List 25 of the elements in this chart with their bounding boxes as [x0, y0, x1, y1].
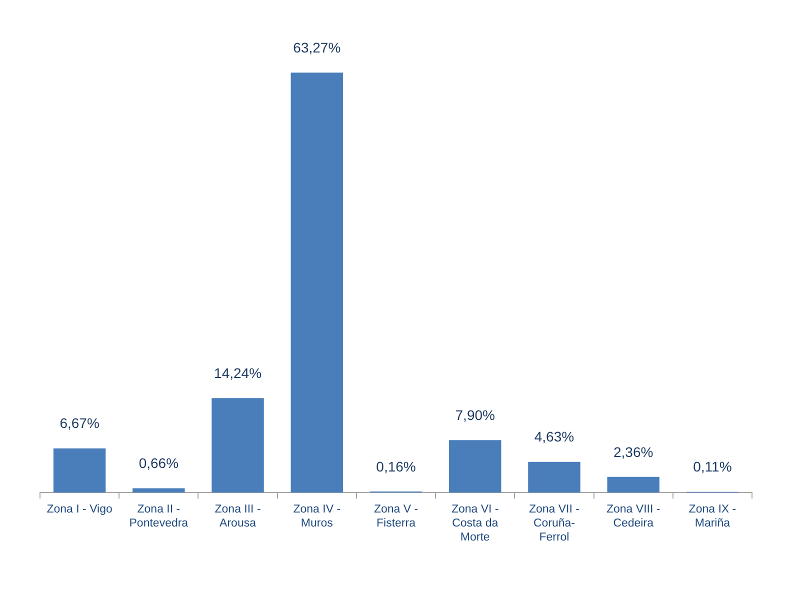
data-label: 63,27%	[293, 40, 341, 56]
bar	[212, 398, 264, 493]
x-tick-label: Zona VII - Coruña-Ferrol	[528, 504, 580, 544]
x-tick-label: Zona III - Arousa	[214, 504, 261, 530]
x-tick-label: Zona I - Vigo	[46, 504, 112, 516]
bar	[449, 440, 502, 493]
x-tick-label: Zona II - Pontevedra	[129, 504, 189, 530]
bar	[290, 72, 343, 493]
x-tick-label: Zona IX - Mariña	[688, 504, 736, 530]
x-tick-label: Zona V - Fisterra	[374, 504, 418, 530]
data-label: 0,16%	[376, 458, 416, 474]
data-label: 7,90%	[455, 407, 495, 424]
bar	[607, 476, 660, 493]
bar	[132, 488, 185, 493]
x-tick-label: Zona IV - Muros	[293, 504, 341, 530]
data-label: 6,67%	[60, 415, 100, 432]
data-label: 4,63%	[534, 428, 574, 445]
bar	[528, 462, 580, 493]
x-tick-label: Zona VIII - Cedeira	[606, 504, 660, 530]
bar	[53, 448, 106, 493]
data-label: 2,36%	[613, 444, 654, 460]
data-label: 14,24%	[214, 364, 262, 381]
data-label: 0,66%	[138, 455, 179, 472]
data-label: 0,11%	[693, 458, 732, 475]
x-tick-label: Zona VI - Costa da Morte	[451, 504, 499, 544]
